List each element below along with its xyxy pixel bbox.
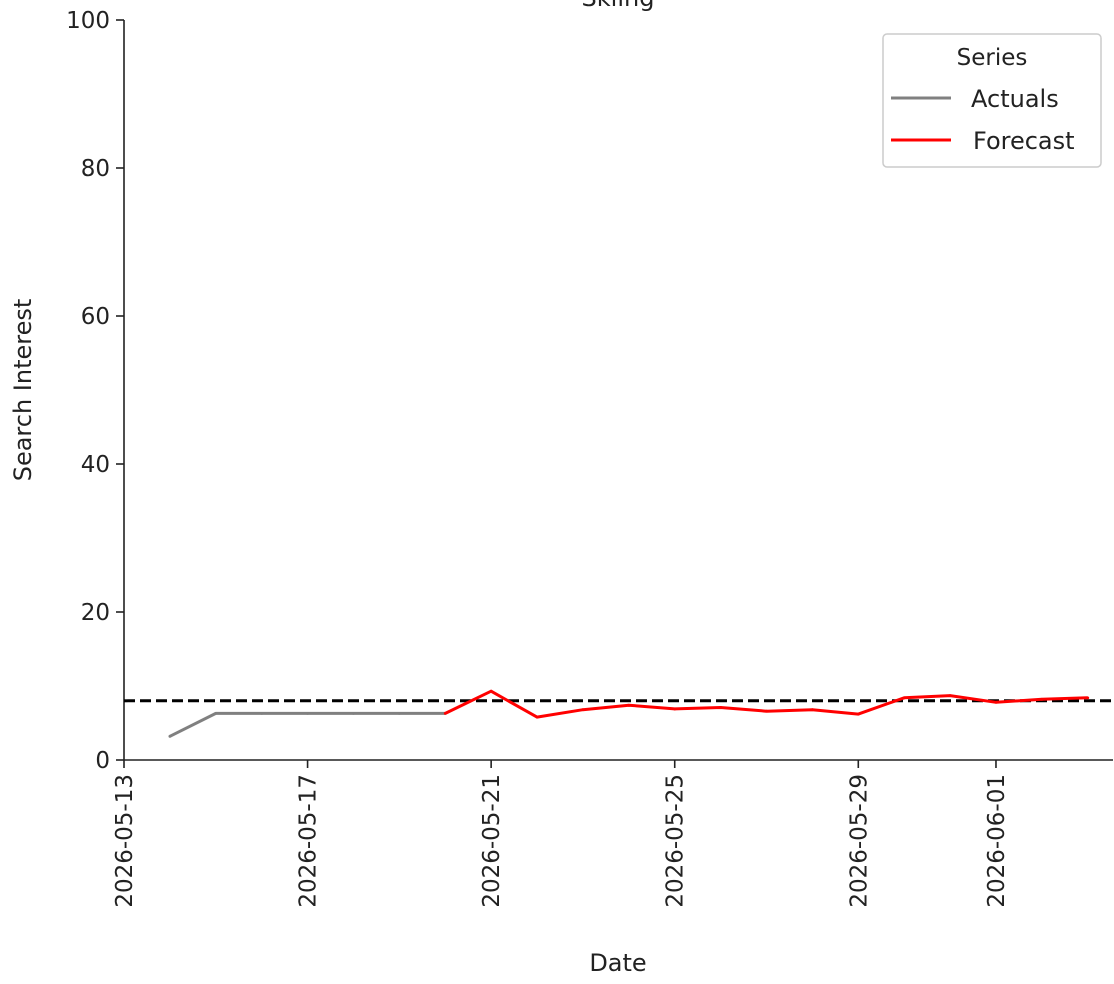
y-tick-label: 60 [81, 304, 110, 330]
y-tick-label: 100 [66, 8, 110, 34]
data-point-actuals [352, 711, 355, 715]
x-tick-label: 2026-05-21 [479, 774, 505, 908]
data-point-forecast [489, 689, 493, 693]
plot-area: 0 20 40 60 80 100 2026-05-13 2026-05-17 2026-05-… [66, 8, 1113, 908]
y-tick-label: 40 [81, 452, 110, 478]
y-tick-label: 80 [81, 156, 110, 182]
data-point-forecast [856, 712, 860, 716]
series-line-actuals [169, 711, 446, 738]
data-point-forecast [673, 707, 677, 711]
data-point-forecast [1086, 696, 1090, 700]
data-point-forecast [1040, 697, 1044, 701]
data-point-forecast [810, 708, 814, 712]
legend-title: Series [957, 45, 1028, 71]
data-point-forecast [948, 694, 952, 698]
legend-box [882, 33, 1102, 168]
y-tick-label: 20 [81, 600, 110, 626]
x-tick-label: 2026-05-13 [112, 774, 138, 908]
legend-label-actuals: Actuals [971, 85, 1059, 113]
y-axis-label: Search Interest [9, 299, 37, 482]
x-tick-label: 2026-05-17 [296, 774, 322, 908]
data-point-forecast [994, 700, 998, 704]
data-point-actuals [397, 711, 401, 715]
chart-title: Skiing [582, 0, 655, 12]
data-point-forecast [443, 711, 447, 715]
legend-label-forecast: Forecast [973, 127, 1075, 155]
legend: Series Actuals Forecast [882, 33, 1102, 168]
data-point-actuals [260, 711, 264, 715]
data-point-actuals [214, 711, 218, 715]
data-point-forecast [535, 715, 539, 719]
data-point-forecast [902, 696, 906, 700]
data-point-forecast [581, 708, 585, 712]
data-point-forecast [627, 703, 631, 707]
data-point-forecast [719, 706, 723, 709]
x-tick-label: 2026-06-01 [984, 774, 1010, 908]
x-axis-label: Date [589, 949, 646, 977]
data-point-actuals [306, 711, 309, 715]
series-line-forecast [444, 689, 1088, 719]
x-tick-label: 2026-05-25 [663, 774, 689, 908]
y-tick-label: 0 [95, 748, 110, 774]
data-point-forecast [765, 709, 768, 713]
x-tick-label: 2026-05-29 [846, 774, 872, 908]
data-point-actuals [168, 734, 172, 738]
